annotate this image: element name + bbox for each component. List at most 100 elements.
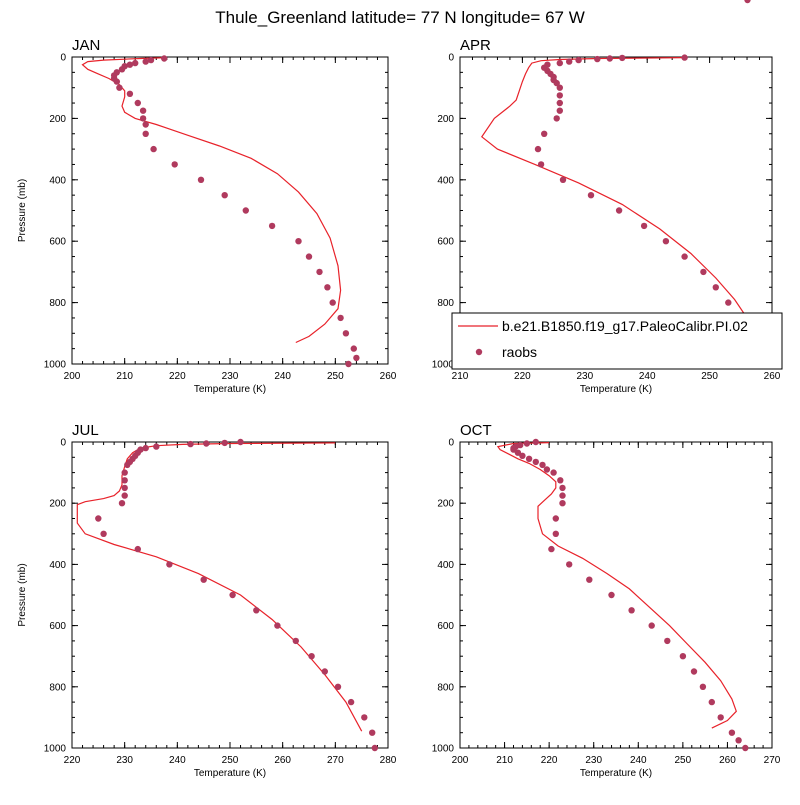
- y-tick-label: 800: [437, 682, 454, 693]
- x-tick-label: 230: [222, 371, 239, 382]
- y-tick-label: 800: [49, 298, 66, 309]
- obs-point: [640, 222, 648, 230]
- obs-point: [121, 484, 128, 492]
- x-tick-label: 250: [327, 371, 344, 382]
- x-tick-label: 260: [274, 755, 291, 766]
- obs-point: [113, 78, 121, 85]
- x-tick-label: 230: [116, 755, 133, 766]
- legend-model-label: b.e21.B1850.f19_g17.PaleoCalibr.PI.02: [502, 318, 748, 334]
- obs-point: [142, 121, 149, 128]
- obs-point: [717, 714, 724, 721]
- x-tick-label: 240: [169, 755, 186, 766]
- x-tick-label: 240: [630, 755, 647, 766]
- obs-point: [553, 79, 560, 87]
- y-tick-label: 600: [49, 237, 66, 248]
- model-line: [81, 57, 342, 344]
- legend-box: [451, 312, 783, 370]
- obs-point: [221, 192, 228, 199]
- obs-point: [369, 729, 376, 736]
- obs-point: [662, 238, 670, 245]
- obs-point: [532, 438, 539, 446]
- obs-point: [345, 360, 352, 368]
- obs-point: [566, 561, 573, 568]
- y-tick-label: 600: [437, 237, 454, 248]
- y-tick-label: 0: [60, 53, 66, 64]
- obs-point: [197, 176, 205, 183]
- obs-point: [237, 438, 244, 446]
- obs-point: [539, 461, 546, 469]
- obs-point: [700, 268, 707, 276]
- y-tick-label: 400: [437, 175, 454, 186]
- panel-apr: 210 220 230 240 250 260 0 200 400 600 800 1000 APR Te…: [432, 37, 781, 395]
- x-tick-label: 220: [514, 371, 531, 382]
- obs-point: [116, 84, 123, 91]
- obs-point: [556, 107, 563, 114]
- y-tick-label: 400: [49, 175, 66, 186]
- x-tick-label: 210: [452, 371, 469, 382]
- obs-point: [606, 55, 613, 62]
- obs-point: [95, 515, 102, 522]
- y-tick-label: 1000: [432, 744, 455, 755]
- obs-point: [679, 653, 687, 660]
- obs-point: [557, 477, 564, 484]
- obs-point: [556, 92, 563, 99]
- x-axis-label: Temperature (K): [194, 768, 266, 779]
- obs-point: [523, 440, 531, 447]
- x-tick-label: 270: [327, 755, 344, 766]
- obs-point: [126, 90, 134, 98]
- x-tick-label: 220: [64, 755, 81, 766]
- obs-point: [550, 469, 557, 476]
- panel-title: JUL: [72, 422, 99, 439]
- panel-title: APR: [460, 37, 491, 54]
- model-line: [480, 57, 754, 353]
- x-tick-label: 250: [222, 755, 239, 766]
- legend: b.e21.B1850.f19_g17.PaleoCalibr.PI.02rao…: [451, 312, 783, 370]
- obs-point: [735, 737, 742, 744]
- obs-point: [292, 637, 299, 645]
- obs-point: [742, 744, 749, 752]
- x-tick-label: 210: [496, 755, 513, 766]
- y-axis-label: Pressure (mb): [17, 179, 28, 242]
- obs-point: [142, 130, 149, 137]
- obs-point: [142, 444, 149, 452]
- y-axis-label: Pressure (mb): [17, 563, 28, 626]
- obs-point: [664, 637, 671, 645]
- obs-point: [608, 591, 615, 599]
- x-tick-label: 230: [576, 371, 593, 382]
- obs-point: [594, 55, 601, 63]
- panel-jul: 220 230 240 250 260 270 280 0 200 400 600 800 1000 JU…: [17, 422, 397, 779]
- obs-point: [342, 330, 350, 337]
- y-tick-label: 400: [437, 560, 454, 571]
- obs-point: [556, 99, 563, 107]
- obs-point: [514, 449, 522, 456]
- obs-point: [142, 58, 149, 65]
- obs-point: [525, 455, 533, 462]
- obs-point: [532, 458, 539, 466]
- obs-point: [121, 477, 128, 484]
- obs-point: [308, 653, 315, 660]
- obs-point: [253, 607, 260, 614]
- obs-point: [118, 500, 126, 507]
- obs-point: [121, 492, 128, 499]
- x-tick-label: 210: [116, 371, 133, 382]
- x-axis-label: Temperature (K): [580, 384, 652, 395]
- obs-point: [121, 469, 128, 476]
- obs-point: [324, 284, 331, 291]
- x-axis-label: Temperature (K): [194, 384, 266, 395]
- obs-point: [147, 56, 155, 64]
- obs-point: [161, 55, 168, 62]
- obs-point: [559, 484, 566, 492]
- x-tick-label: 260: [764, 371, 781, 382]
- obs-point: [537, 161, 545, 168]
- obs-point: [648, 622, 655, 629]
- y-tick-label: 400: [49, 560, 66, 571]
- x-tick-label: 240: [639, 371, 656, 382]
- obs-point: [690, 668, 698, 675]
- panel-title: OCT: [460, 422, 492, 439]
- obs-point: [353, 354, 360, 362]
- obs-point: [361, 714, 368, 721]
- y-tick-label: 200: [49, 114, 66, 125]
- obs-point: [708, 698, 715, 706]
- obs-point: [556, 59, 563, 67]
